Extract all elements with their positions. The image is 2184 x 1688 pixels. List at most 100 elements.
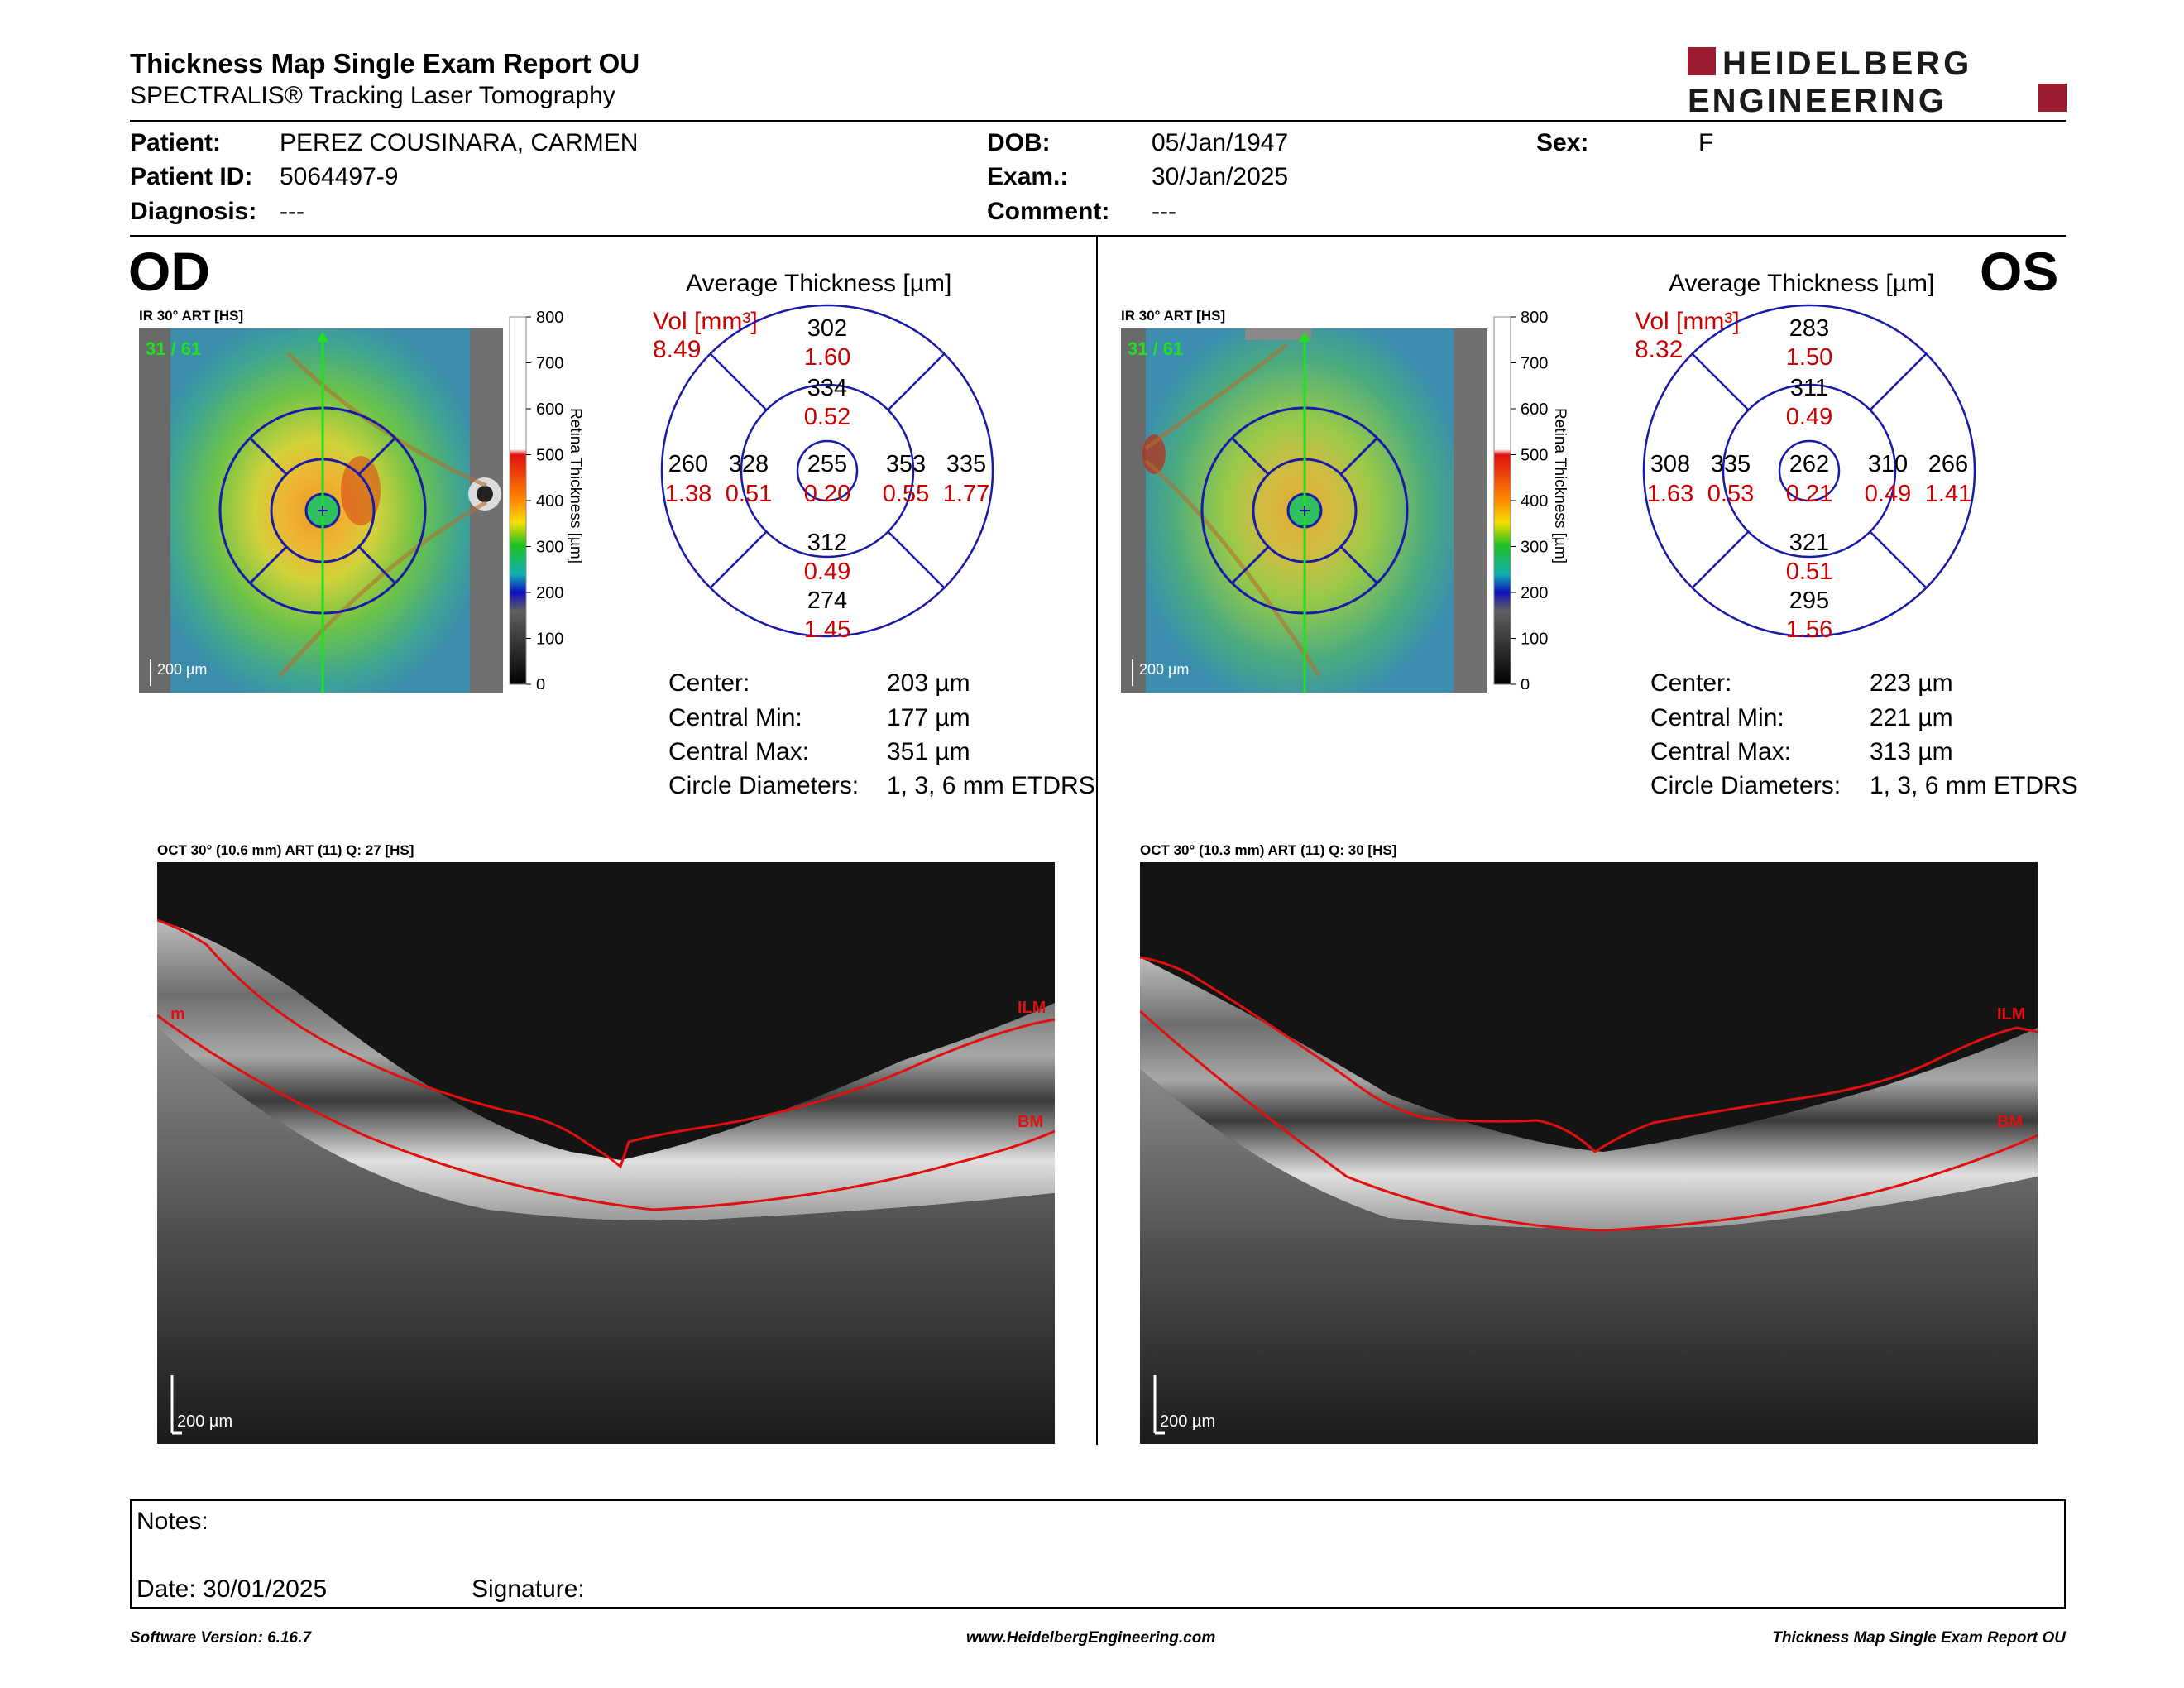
footer-software-version: Software Version: 6.16.7	[130, 1629, 311, 1647]
od-io-thickness: 274	[807, 587, 847, 614]
od-ilm-label: ILM	[1018, 999, 1046, 1017]
od-central-min-label: Central Min:	[668, 704, 802, 731]
os-frame-counter: 31 / 61	[1128, 338, 1183, 359]
header-divider	[130, 120, 2066, 122]
os-ii-thickness: 321	[1789, 530, 1829, 556]
od-ir-scale: 200 µm	[157, 661, 207, 678]
od-no-thickness: 335	[946, 451, 986, 477]
exam-label: Exam.:	[987, 163, 1069, 190]
od-center-label: Center:	[668, 669, 750, 697]
od-vol-value: 8.49	[653, 336, 702, 363]
od-so-volume: 1.60	[804, 344, 850, 371]
od-central-max-label: Central Max:	[668, 738, 810, 765]
od-circle-diameters-label: Circle Diameters:	[668, 772, 860, 799]
colorbar-tick-label: 100	[1521, 631, 1548, 649]
os-no-thickness: 266	[1928, 451, 1968, 477]
eye-divider	[1096, 237, 1098, 1445]
os-center-volume: 0.21	[1786, 481, 1832, 507]
od-oct-scale: 200 µm	[177, 1412, 232, 1431]
os-ni-thickness: 310	[1868, 451, 1908, 477]
notes-box: Notes: Date: 30/01/2025 Signature:	[130, 1499, 2066, 1609]
os-ir-caption: IR 30° ART [HS]	[1121, 308, 1226, 324]
od-ilm-label-cut: m	[170, 1005, 185, 1024]
footer-report-name: Thickness Map Single Exam Report OU	[1772, 1629, 2066, 1647]
os-center-value: 223 µm	[1870, 669, 1953, 697]
report-title: Thickness Map Single Exam Report OU	[130, 48, 640, 79]
od-si-thickness: 334	[807, 375, 847, 401]
od-frame-counter: 31 / 61	[146, 338, 201, 359]
exam-value: 30/Jan/2025	[1152, 163, 1289, 190]
od-no-volume: 1.77	[943, 481, 989, 507]
sex-label: Sex:	[1536, 129, 1589, 156]
patient-id-label: Patient ID:	[130, 163, 253, 190]
colorbar-tick-label: 500	[536, 447, 563, 465]
os-ti-volume: 0.53	[1707, 481, 1754, 507]
diagnosis-label: Diagnosis:	[130, 198, 257, 225]
colorbar-tick-label: 200	[536, 584, 563, 602]
os-central-max-value: 313 µm	[1870, 738, 1953, 765]
os-central-max-label: Central Max:	[1650, 738, 1792, 765]
os-oct-scale: 200 µm	[1160, 1412, 1215, 1431]
os-colorbar-label: Retina Thickness [µm]	[1551, 408, 1569, 563]
os-ilm-label: ILM	[1997, 1005, 2025, 1024]
colorbar-tick-label: 100	[536, 631, 563, 649]
notes-signature-label: Signature:	[472, 1575, 585, 1603]
od-io-volume: 1.45	[804, 616, 850, 640]
od-circle-diameters-value: 1, 3, 6 mm ETDRS	[887, 772, 1095, 799]
dob-label: DOB:	[987, 129, 1051, 156]
os-to-thickness: 308	[1650, 451, 1690, 477]
svg-text:ENGINEERING: ENGINEERING	[1688, 83, 1947, 116]
colorbar-tick-label: 400	[1521, 492, 1548, 511]
os-so-volume: 1.50	[1786, 344, 1832, 371]
colorbar-tick-label: 400	[536, 492, 563, 511]
os-center-thickness: 262	[1789, 451, 1829, 477]
od-center-value: 203 µm	[887, 669, 970, 697]
os-io-volume: 1.56	[1786, 616, 1832, 640]
colorbar-tick-label: 300	[1521, 539, 1548, 557]
os-oct-bscan: ILM BM 200 µm	[1140, 862, 2038, 1444]
os-colorbar: 800 700 600 500 400 300 200 100 0 Retina Thickne…	[1493, 309, 1569, 689]
colorbar-tick-label: 800	[536, 309, 563, 327]
od-ti-thickness: 328	[729, 451, 769, 477]
os-so-thickness: 283	[1789, 315, 1829, 342]
od-etdrs-grid: 302 1.60 334 0.52 260 1.38 328 0.51 255 …	[660, 304, 994, 640]
patient-name: PEREZ COUSINARA, CARMEN	[280, 129, 639, 156]
os-avg-title: Average Thickness [µm]	[1669, 270, 1935, 297]
od-central-max-value: 351 µm	[887, 738, 970, 765]
report-subtitle: SPECTRALIS® Tracking Laser Tomography	[130, 82, 615, 109]
os-central-min-value: 221 µm	[1870, 704, 1953, 731]
notes-label: Notes:	[136, 1508, 208, 1535]
od-oct-bscan: ILM BM m 200 µm	[157, 862, 1055, 1444]
os-ti-thickness: 335	[1711, 451, 1751, 477]
od-thickness-map: 31 / 61 200 µm	[139, 328, 503, 693]
diagnosis-value: ---	[280, 198, 304, 225]
colorbar-tick-label: 600	[1521, 400, 1548, 419]
sex-value: F	[1698, 129, 1714, 156]
dob-value: 05/Jan/1947	[1152, 129, 1289, 156]
od-to-thickness: 260	[668, 451, 708, 477]
os-si-thickness: 311	[1790, 375, 1828, 401]
od-to-volume: 1.38	[665, 481, 711, 507]
colorbar-tick-label: 800	[1521, 309, 1548, 327]
os-ni-volume: 0.49	[1865, 481, 1911, 507]
os-no-volume: 1.41	[1925, 481, 1971, 507]
od-ti-volume: 0.51	[726, 481, 772, 507]
od-so-thickness: 302	[807, 315, 847, 342]
os-eye-label: OS	[1980, 241, 2059, 302]
heidelberg-logo: HEIDELBERG ENGINEERING	[1688, 46, 2067, 116]
colorbar-tick-label: 700	[1521, 355, 1548, 373]
colorbar-tick-label: 0	[536, 676, 545, 689]
colorbar-tick-label: 200	[1521, 584, 1548, 602]
footer-website[interactable]: www.HeidelbergEngineering.com	[966, 1629, 1216, 1647]
colorbar-tick-label: 300	[536, 539, 563, 557]
patient-id-value: 5064497-9	[280, 163, 399, 190]
os-to-volume: 1.63	[1647, 481, 1693, 507]
os-thickness-map: 31 / 61 200 µm	[1121, 328, 1487, 693]
os-si-volume: 0.49	[1786, 404, 1832, 430]
notes-date: Date: 30/01/2025	[136, 1575, 328, 1603]
os-center-label: Center:	[1650, 669, 1732, 697]
od-center-volume: 0.20	[804, 481, 850, 507]
os-bm-label: BM	[1997, 1113, 2023, 1131]
od-ni-volume: 0.55	[883, 481, 929, 507]
colorbar-tick-label: 500	[1521, 447, 1548, 465]
